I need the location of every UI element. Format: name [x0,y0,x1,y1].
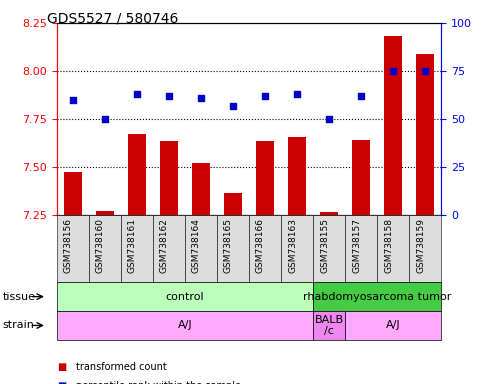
Point [133,91,141,97]
Bar [192,163,210,215]
Point [69,97,77,103]
Bar [128,134,145,215]
Bar [64,172,81,215]
Text: GSM738165: GSM738165 [224,218,233,273]
Text: control: control [166,291,204,302]
Text: GSM738158: GSM738158 [384,218,393,273]
FancyBboxPatch shape [153,215,185,282]
Bar [385,36,402,215]
FancyBboxPatch shape [345,215,377,282]
Point [197,95,205,101]
Text: GSM738164: GSM738164 [192,218,201,273]
FancyBboxPatch shape [217,215,249,282]
Text: GSM738162: GSM738162 [160,218,169,273]
Bar [320,212,338,215]
Text: BALB
/c: BALB /c [315,314,344,336]
Text: ■: ■ [57,362,66,372]
Text: GSM738156: GSM738156 [64,218,73,273]
Text: GSM738161: GSM738161 [128,218,137,273]
Text: percentile rank within the sample: percentile rank within the sample [76,381,242,384]
Text: strain: strain [2,320,35,331]
Point [165,93,173,99]
Text: GSM738160: GSM738160 [96,218,105,273]
Text: GSM738155: GSM738155 [320,218,329,273]
Text: rhabdomyosarcoma tumor: rhabdomyosarcoma tumor [303,291,451,302]
FancyBboxPatch shape [409,215,441,282]
Text: GSM738159: GSM738159 [416,218,425,273]
FancyBboxPatch shape [377,215,409,282]
Point [357,93,365,99]
Text: GSM738163: GSM738163 [288,218,297,273]
Text: GSM738157: GSM738157 [352,218,361,273]
Bar [417,54,434,215]
Point [325,116,333,122]
Text: A/J: A/J [386,320,400,331]
Bar [352,140,370,215]
FancyBboxPatch shape [121,215,153,282]
Bar [256,141,274,215]
Bar [96,211,113,215]
Point [261,93,269,99]
Point [293,91,301,97]
Point [421,68,429,74]
FancyBboxPatch shape [185,215,217,282]
Text: GSM738166: GSM738166 [256,218,265,273]
Point [389,68,397,74]
Bar [224,193,242,215]
FancyBboxPatch shape [281,215,313,282]
Point [229,103,237,109]
Text: tissue: tissue [2,291,35,302]
FancyBboxPatch shape [249,215,281,282]
Bar [288,137,306,215]
FancyBboxPatch shape [89,215,121,282]
FancyBboxPatch shape [313,215,345,282]
Text: ■: ■ [57,381,66,384]
Text: transformed count: transformed count [76,362,167,372]
Bar [160,141,177,215]
Text: A/J: A/J [177,320,192,331]
Text: GDS5527 / 580746: GDS5527 / 580746 [47,12,178,25]
Point [101,116,108,122]
FancyBboxPatch shape [57,215,89,282]
